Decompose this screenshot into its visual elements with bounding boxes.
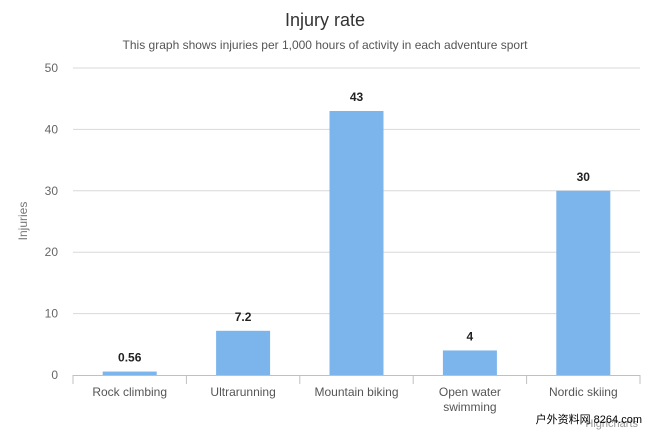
data-labels: 0.56 7.2 43 4 30	[118, 90, 590, 365]
y-tick-label: 20	[45, 245, 59, 259]
credits-text[interactable]: Highcharts	[585, 418, 638, 430]
y-tick-label: 50	[45, 61, 59, 75]
data-label: 43	[350, 90, 364, 104]
x-tick-label-line: Nordic skiing	[549, 385, 618, 399]
x-tick-label: Nordic skiing	[549, 385, 618, 399]
x-tick-label: Open water swimming	[439, 385, 501, 414]
bar[interactable]	[102, 371, 157, 375]
chart-title: Injury rate	[285, 10, 365, 30]
x-axis: Rock climbing Ultrarunning Mountain biking…	[72, 375, 641, 414]
bar[interactable]	[556, 190, 611, 375]
y-axis-ticks: 0 10 20 30 40 50	[45, 61, 59, 382]
bars	[102, 110, 611, 375]
y-tick-label: 30	[45, 184, 59, 198]
x-tick-label-line: swimming	[443, 400, 496, 414]
bar[interactable]	[216, 330, 271, 375]
y-axis-title: Injuries	[16, 202, 30, 241]
data-label: 7.2	[235, 310, 252, 324]
x-tick-label-line: Ultrarunning	[210, 385, 275, 399]
x-tick-label: Rock climbing	[92, 385, 167, 399]
y-tick-label: 0	[51, 368, 58, 382]
data-label: 0.56	[118, 351, 142, 365]
x-tick-label: Ultrarunning	[210, 385, 275, 399]
data-label: 30	[577, 170, 591, 184]
x-tick-label: Mountain biking	[314, 385, 398, 399]
bar[interactable]	[442, 350, 497, 375]
y-tick-label: 40	[45, 122, 59, 136]
watermark-text: 户外资料网 8264.com	[536, 412, 642, 426]
y-tick-label: 10	[45, 307, 59, 321]
bar[interactable]	[329, 110, 384, 375]
x-tick-label-line: Rock climbing	[92, 385, 167, 399]
data-label: 4	[467, 329, 474, 343]
chart-subtitle: This graph shows injuries per 1,000 hour…	[123, 38, 529, 52]
x-tick-label-line: Open water	[439, 385, 501, 399]
x-tick-label-line: Mountain biking	[314, 385, 398, 399]
